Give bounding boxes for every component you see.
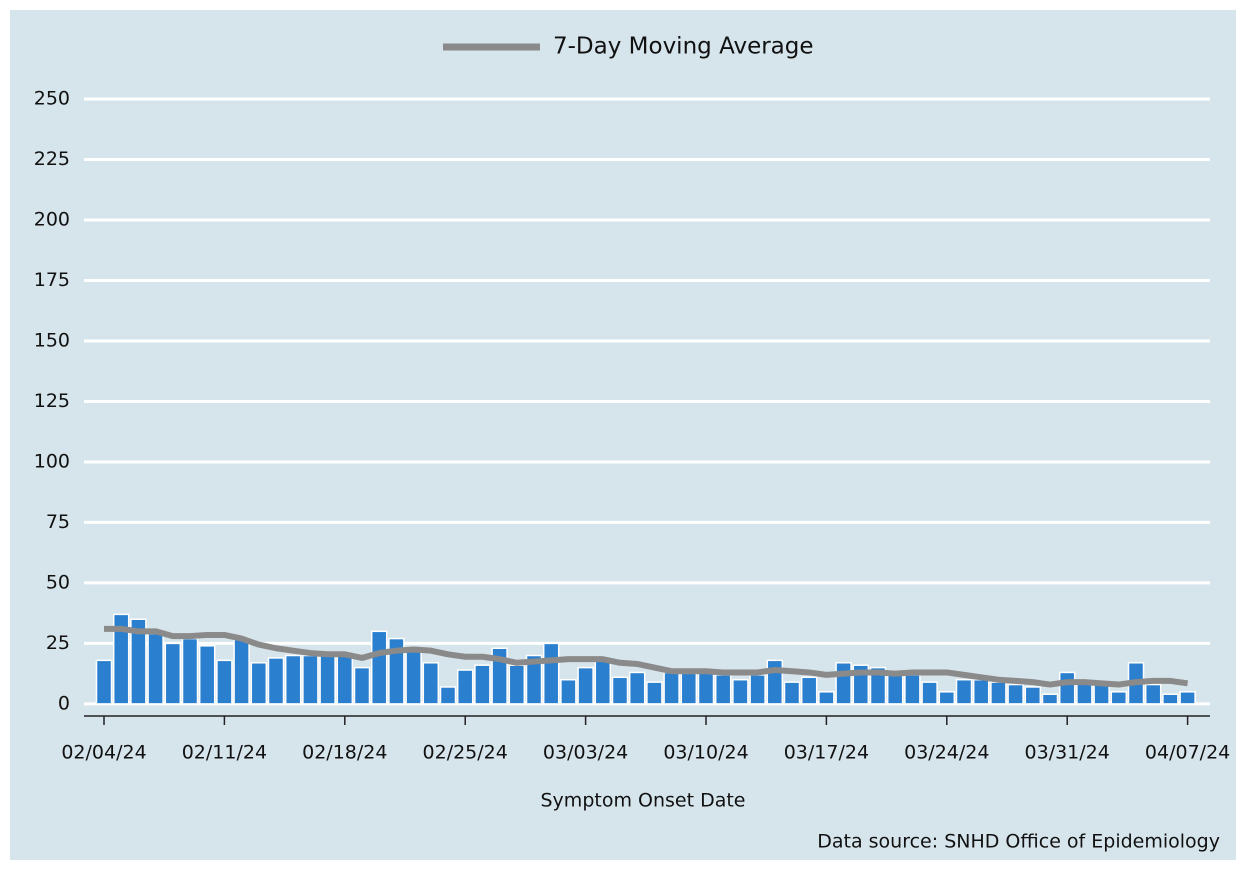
x-tick-label: 03/24/24 — [904, 742, 989, 764]
bar — [904, 674, 921, 705]
bar — [95, 659, 113, 705]
x-axis-title: Symptom Onset Date — [541, 790, 746, 812]
bar — [732, 678, 749, 705]
y-tick-label: 250 — [34, 88, 70, 110]
bar — [542, 642, 560, 705]
y-tick-label: 150 — [34, 329, 70, 351]
bar — [1024, 686, 1042, 705]
bar — [233, 637, 250, 705]
chart-background — [10, 10, 1236, 860]
legend-label: 7-Day Moving Average — [553, 34, 814, 60]
bar — [560, 678, 577, 705]
bar — [439, 686, 457, 705]
bar — [921, 681, 938, 705]
bar — [525, 654, 543, 705]
bar — [267, 657, 285, 705]
bar — [250, 662, 268, 705]
bar — [972, 678, 990, 705]
bar — [130, 618, 147, 705]
y-tick-label: 50 — [46, 571, 70, 593]
x-tick-label: 02/11/24 — [182, 742, 267, 764]
bar — [1110, 691, 1128, 705]
bar — [388, 637, 405, 705]
x-tick-label: 02/18/24 — [302, 742, 387, 764]
bar — [216, 659, 233, 705]
x-tick-label: 03/10/24 — [663, 742, 748, 764]
x-tick-label: 04/07/24 — [1145, 742, 1230, 764]
bar — [1162, 693, 1179, 705]
bar — [990, 681, 1007, 705]
bar — [749, 674, 766, 705]
x-tick-label: 03/31/24 — [1025, 742, 1110, 764]
bar — [1058, 671, 1076, 705]
source-note: Data source: SNHD Office of Epidemiology — [817, 831, 1220, 853]
y-tick-label: 100 — [34, 450, 70, 472]
bar — [422, 662, 440, 705]
bar — [164, 642, 182, 705]
bar — [1041, 693, 1059, 705]
x-tick-label: 03/03/24 — [543, 742, 628, 764]
bar — [594, 659, 612, 705]
bar — [628, 671, 646, 705]
bar — [869, 666, 887, 705]
y-tick-label: 200 — [34, 208, 70, 230]
moving-average-line — [104, 625, 1189, 688]
bar — [353, 666, 371, 705]
bar — [508, 664, 526, 705]
bar — [1007, 683, 1024, 705]
y-tick-label: 0 — [58, 692, 70, 714]
bar — [302, 654, 319, 705]
y-tick-label: 25 — [46, 632, 70, 654]
bar — [714, 674, 732, 705]
bar — [474, 664, 491, 705]
bar — [319, 654, 336, 705]
bar — [611, 676, 629, 705]
bar — [800, 676, 818, 705]
y-tick-label: 75 — [46, 511, 70, 533]
bar — [456, 669, 474, 705]
y-tick-label: 125 — [34, 390, 70, 412]
bar — [955, 678, 973, 705]
x-tick-label: 03/17/24 — [784, 742, 869, 764]
bar — [284, 654, 302, 705]
bar — [370, 630, 388, 705]
bar — [147, 632, 164, 705]
bar — [766, 659, 784, 705]
bar — [405, 649, 422, 705]
bar — [818, 691, 835, 705]
x-tick-label: 02/04/24 — [61, 742, 146, 764]
bar — [697, 669, 715, 705]
bar — [938, 691, 956, 705]
bar — [680, 669, 698, 705]
bar — [663, 671, 680, 705]
bar — [886, 674, 904, 705]
bar — [1093, 683, 1110, 705]
bar — [783, 681, 801, 705]
bar — [835, 662, 852, 705]
bar — [112, 613, 130, 705]
x-tick-label: 02/25/24 — [423, 742, 508, 764]
bar — [198, 645, 216, 705]
y-tick-label: 175 — [34, 269, 70, 291]
bar — [577, 666, 594, 705]
bar — [1144, 683, 1162, 705]
bar — [646, 681, 663, 705]
bar — [1179, 691, 1196, 705]
bar — [336, 654, 354, 705]
y-tick-label: 225 — [34, 148, 70, 170]
bar — [181, 637, 199, 705]
